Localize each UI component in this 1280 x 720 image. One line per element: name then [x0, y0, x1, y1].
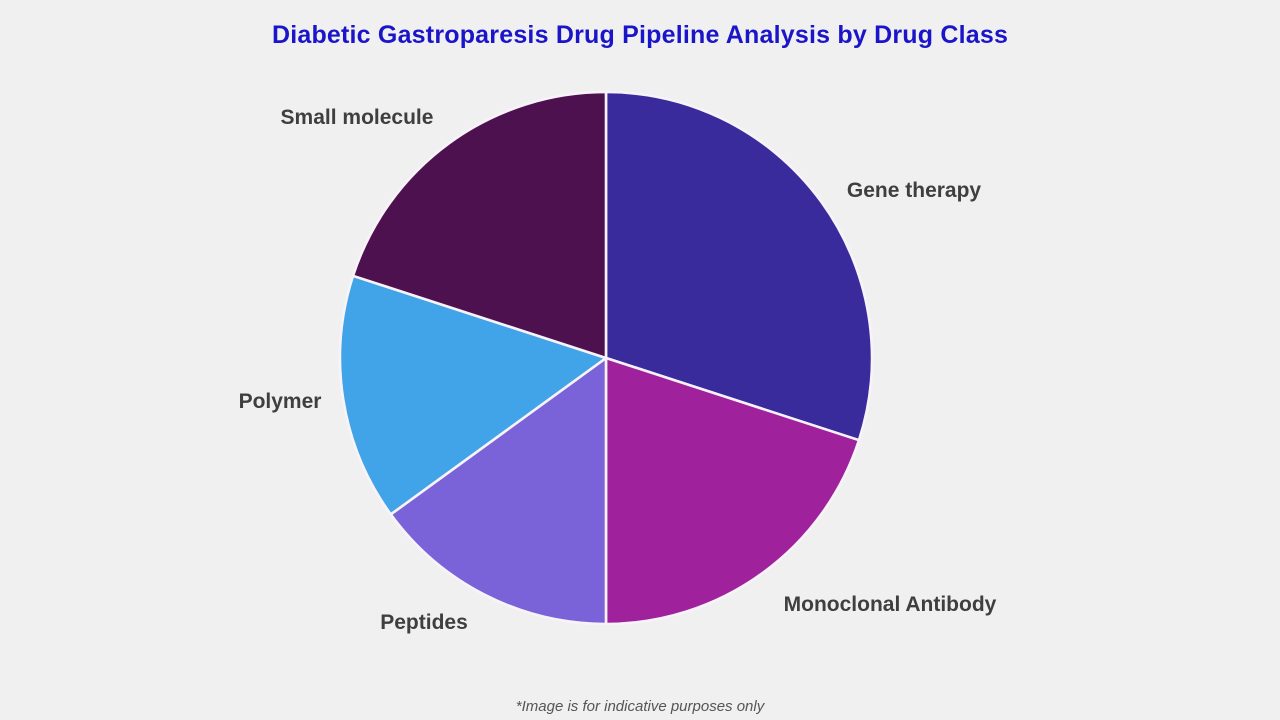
slice-label-peptides: Peptides [380, 611, 468, 634]
slice-label-monoclonal-antibody: Monoclonal Antibody [783, 593, 997, 616]
chart-title: Diabetic Gastroparesis Drug Pipeline Ana… [271, 21, 1009, 49]
pie-slice-gene-therapy[interactable] [604, 90, 874, 442]
pie-slice-monoclonal-antibody[interactable] [604, 356, 861, 626]
pie-slice-small-molecule[interactable] [351, 90, 608, 360]
slice-label-small-molecule: Small molecule [280, 106, 434, 129]
pie-slice-polymer[interactable] [338, 274, 608, 516]
slice-label-polymer: Polymer [238, 390, 322, 413]
footnote: *Image is for indicative purposes only [515, 698, 765, 715]
pie-slice-peptides[interactable] [389, 356, 608, 626]
slice-label-gene-therapy: Gene therapy [846, 179, 982, 202]
